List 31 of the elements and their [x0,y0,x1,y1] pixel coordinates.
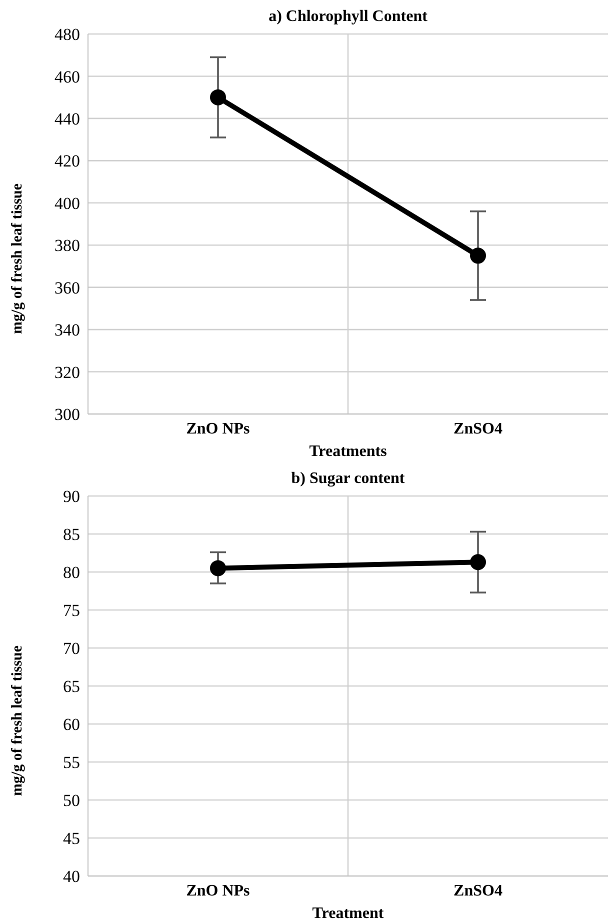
y-tick-label: 460 [54,67,80,86]
y-tick-label: 400 [54,194,80,213]
y-tick-label: 45 [63,829,80,848]
y-tick-label: 480 [54,25,80,44]
chart-title: b) Sugar content [290,470,406,489]
x-axis-title: Treatment [312,905,384,920]
chart-title: a) Chlorophyll Content [268,8,428,27]
y-tick-label: 60 [63,715,80,734]
x-tick-label: ZnO NPs [186,420,250,438]
y-tick-label: 75 [63,601,80,620]
y-tick-label: 70 [63,639,80,658]
x-tick-label: ZnO NPs [186,882,250,900]
x-tick-label: ZnSO4 [454,420,502,438]
y-tick-label: 90 [63,487,80,506]
y-tick-label: 440 [54,109,80,128]
y-tick-label: 65 [63,677,80,696]
y-tick-label: 40 [63,867,80,886]
y-tick-label: 50 [63,791,80,810]
y-axis-title: mg/g of fresh leaf tissue [9,645,26,796]
y-tick-label: 340 [54,320,80,340]
y-tick-label: 360 [54,278,80,298]
y-axis-title: mg/g of fresh leaf tissue [9,183,26,334]
y-tick-label: 300 [54,405,80,424]
y-tick-label: 80 [63,563,80,582]
y-tick-label: 320 [54,362,80,382]
y-tick-label: 420 [54,152,80,171]
y-tick-label: 380 [54,236,80,256]
y-tick-label: 55 [63,753,80,772]
x-tick-label: ZnSO4 [454,882,502,900]
x-axis-title: Treatments [309,443,387,460]
y-tick-label: 85 [63,525,80,544]
